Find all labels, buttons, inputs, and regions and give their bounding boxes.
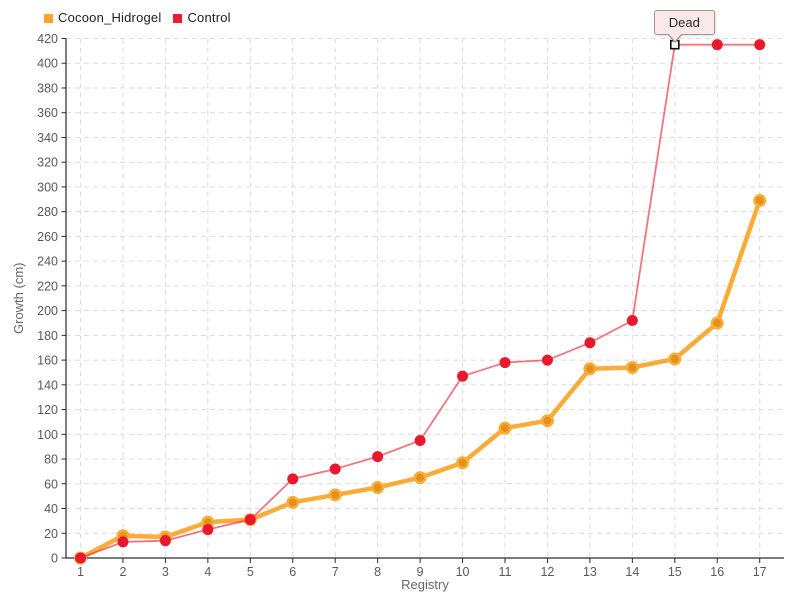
control-data-point[interactable] (414, 434, 426, 446)
y-tick-label: 340 (37, 131, 58, 145)
y-tick-label: 40 (44, 502, 58, 516)
x-tick-label: 8 (374, 565, 381, 579)
control-data-point[interactable] (584, 337, 596, 349)
x-tick-label: 14 (625, 565, 639, 579)
dead-tooltip-label: Dead (668, 14, 700, 30)
x-tick-label: 16 (710, 565, 724, 579)
x-tick-label: 12 (540, 565, 554, 579)
legend-item-cocoon-hidrogel[interactable]: Cocoon_Hidrogel (44, 10, 161, 25)
legend-swatch-cocoon-icon (44, 13, 53, 23)
cocoon-hidrogel-data-point[interactable] (668, 352, 682, 366)
x-tick-label: 6 (289, 565, 296, 579)
y-tick-label: 280 (37, 205, 58, 219)
control-data-point[interactable] (117, 536, 129, 548)
control-data-point[interactable] (159, 535, 171, 547)
cocoon-hidrogel-data-point[interactable] (583, 362, 597, 376)
dead-tooltip: Dead (653, 9, 715, 43)
cocoon-hidrogel-data-point[interactable] (456, 456, 470, 470)
x-tick-label: 4 (204, 565, 211, 579)
x-tick-label: 1 (77, 565, 84, 579)
control-data-point[interactable] (75, 552, 86, 564)
y-tick-label: 120 (37, 403, 58, 417)
y-tick-label: 240 (37, 255, 58, 269)
y-tick-label: 60 (44, 477, 58, 491)
y-tick-label: 260 (37, 230, 58, 244)
cocoon-hidrogel-data-point[interactable] (710, 316, 724, 330)
control-data-point[interactable] (457, 370, 469, 382)
control-data-point[interactable] (202, 524, 214, 536)
y-tick-label: 140 (37, 378, 58, 392)
y-tick-label: 220 (37, 279, 58, 293)
y-axis-title: Growth (cm) (11, 263, 26, 335)
cocoon-hidrogel-data-point[interactable] (625, 361, 639, 375)
cocoon-hidrogel-data-point[interactable] (328, 488, 342, 502)
y-tick-label: 20 (44, 527, 58, 541)
x-axis-title: Registry (401, 577, 449, 592)
y-tick-label: 180 (37, 329, 58, 343)
control-data-point[interactable] (499, 357, 511, 369)
y-tick-label: 100 (37, 428, 58, 442)
y-tick-label: 300 (37, 180, 58, 194)
cocoon-hidrogel-data-point[interactable] (753, 194, 767, 208)
legend-item-control[interactable]: Control (173, 10, 231, 25)
x-tick-label: 11 (499, 565, 512, 579)
control-data-point[interactable] (711, 39, 723, 51)
x-tick-label: 9 (417, 565, 424, 579)
y-tick-label: 400 (37, 57, 58, 71)
cocoon-hidrogel-data-point[interactable] (498, 421, 512, 435)
control-data-point[interactable] (372, 451, 384, 463)
legend-label-cocoon: Cocoon_Hidrogel (58, 10, 162, 25)
cocoon-hidrogel-data-point[interactable] (371, 480, 385, 494)
legend-label-control: Control (187, 10, 231, 25)
y-tick-label: 420 (37, 32, 58, 46)
cocoon-hidrogel-data-point[interactable] (413, 471, 427, 485)
y-tick-label: 320 (37, 156, 58, 170)
y-tick-label: 160 (37, 354, 58, 368)
cocoon-hidrogel-line (78, 198, 762, 561)
x-tick-label: 5 (247, 565, 254, 579)
y-tick-label: 380 (37, 81, 58, 95)
cocoon-hidrogel-data-point[interactable] (540, 414, 554, 428)
y-tick-label: 80 (44, 453, 58, 467)
control-data-point[interactable] (329, 463, 341, 475)
control-data-point[interactable] (541, 354, 553, 366)
x-tick-label: 3 (162, 565, 169, 579)
control-data-point[interactable] (244, 514, 256, 526)
cocoon-hidrogel-data-point[interactable] (286, 495, 300, 509)
control-data-point[interactable] (754, 39, 766, 51)
control-data-point[interactable] (626, 315, 638, 327)
x-tick-label: 17 (753, 565, 767, 579)
y-tick-label: 360 (37, 106, 58, 120)
legend-swatch-control-icon (173, 13, 183, 23)
x-tick-label: 13 (583, 565, 597, 579)
control-data-point[interactable] (287, 473, 299, 485)
x-tick-label: 7 (332, 565, 339, 579)
y-tick-label: 0 (51, 552, 58, 566)
x-tick-label: 15 (668, 565, 682, 579)
x-tick-label: 10 (456, 565, 470, 579)
y-tick-label: 200 (37, 304, 58, 318)
chart-legend: Cocoon_Hidrogel Control (44, 10, 231, 25)
x-tick-label: 2 (119, 565, 126, 579)
